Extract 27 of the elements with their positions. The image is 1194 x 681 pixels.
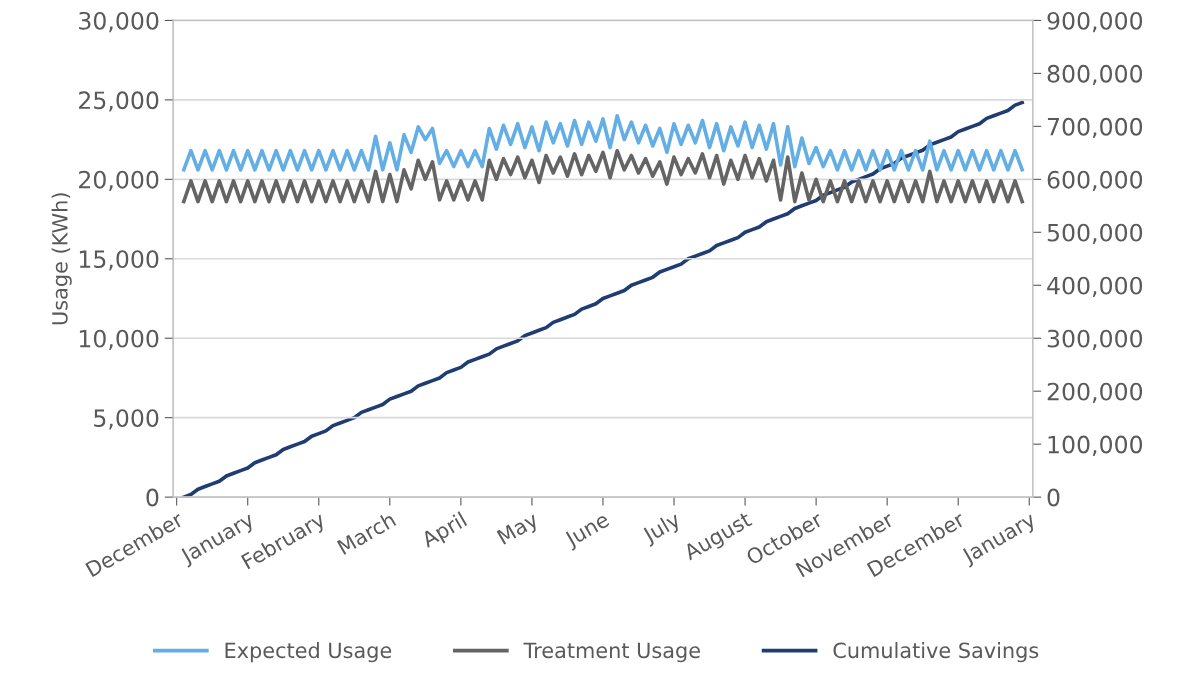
line-series <box>181 113 1024 172</box>
y2-tick-label: 300,000 <box>1047 329 1143 350</box>
y2-tick-label: 600,000 <box>1047 170 1143 192</box>
y2-tick-label: 0 <box>1047 488 1060 507</box>
y-tick-label: 25,000 <box>79 91 159 112</box>
y-tick-label: 10,000 <box>79 329 159 350</box>
y2-tick-label: 800,000 <box>1047 64 1143 86</box>
x-tick-label: June <box>563 511 613 551</box>
y-tick-label: 20,000 <box>79 170 159 192</box>
y-tick-label: 30,000 <box>79 11 159 33</box>
y2-tick-label: 500,000 <box>1047 223 1143 245</box>
y2-tick-label: 700,000 <box>1047 117 1143 139</box>
line-series <box>181 148 1024 204</box>
y2-tick-label: 100,000 <box>1048 435 1143 456</box>
line-series <box>181 100 1024 498</box>
y2-tick-label: 200,000 <box>1047 382 1143 403</box>
legend-label: Cumulative Savings <box>833 642 1039 663</box>
y2-tick-label: 900,000 <box>1047 11 1143 33</box>
y-tick-label: 5,000 <box>94 409 159 430</box>
y2-tick-label: 400,000 <box>1047 276 1143 297</box>
legend-label: Treatment Usage <box>523 642 700 663</box>
y-axis-title: Usage (KWh) <box>51 193 72 325</box>
y-tick-label: 15,000 <box>79 250 159 271</box>
x-tick-label: May <box>496 511 542 549</box>
x-tick-label: July <box>640 510 684 548</box>
legend-label: Expected Usage <box>225 642 392 663</box>
y-tick-label: 0 <box>146 488 159 507</box>
